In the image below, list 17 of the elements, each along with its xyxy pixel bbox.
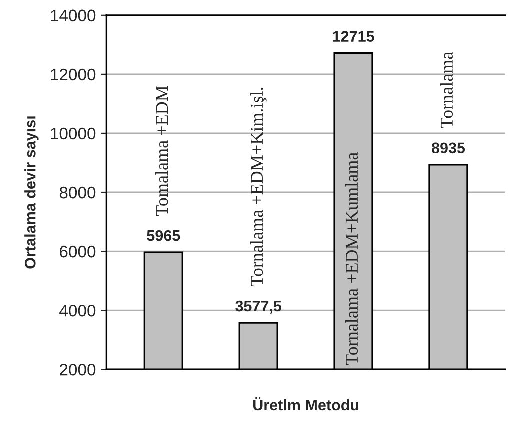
y-tick-label: 14000 [51, 10, 96, 22]
y-tick-label: 6000 [60, 246, 96, 258]
x-axis-title: Üretlm Metodu [254, 397, 359, 411]
y-tick-label: 10000 [51, 128, 96, 140]
data-label: 5965 [147, 230, 180, 242]
y-axis-title: Ortalama devir sayısı [24, 116, 39, 269]
y-tick-label: 12000 [51, 68, 96, 81]
x-tick-label: Tomalama +EDM [155, 86, 168, 216]
y-tick-label: 8000 [60, 186, 96, 199]
data-label: 3577,5 [236, 300, 282, 314]
x-tick-label: Tornalama +EDM+Kumlama [345, 152, 358, 366]
y-tick-label: 2000 [60, 364, 96, 376]
x-tick-label: Tornalama +EDM+Kim.işl. [250, 88, 267, 286]
x-tick-label: Tornalama [440, 52, 454, 128]
data-label: 8935 [432, 142, 466, 154]
y-tick-label: 4000 [60, 304, 96, 317]
data-label: 12715 [333, 31, 374, 42]
